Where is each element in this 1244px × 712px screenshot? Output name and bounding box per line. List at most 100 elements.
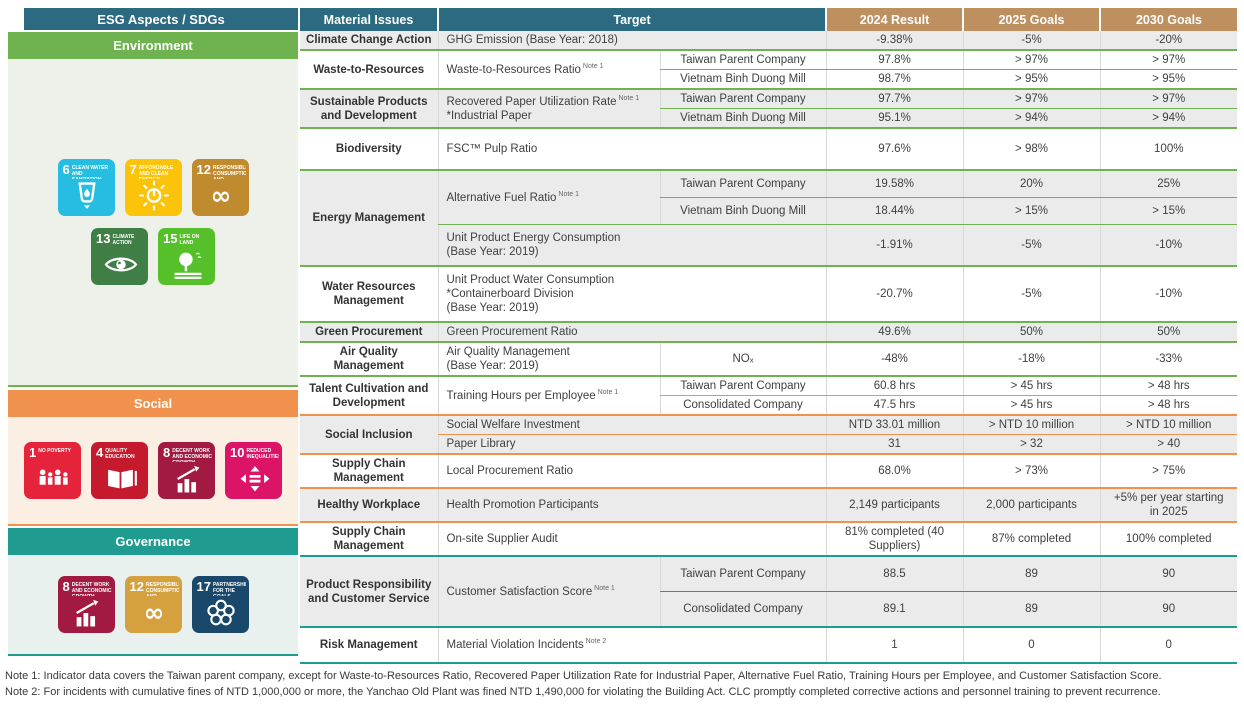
- target-line: Material Violation Incidents Note 2: [446, 638, 607, 652]
- sdg-icon-header: 13 Climate Action: [96, 232, 145, 248]
- target-scope-cell: Consolidated Company: [659, 395, 826, 417]
- table-row: Talent Cultivation and Development Traini…: [300, 376, 1237, 417]
- sdg-icon-header: 1 No Poverty: [29, 446, 78, 462]
- result-cell-2030: > 40: [1099, 434, 1237, 456]
- target-cell: Local Procurement Ratio: [437, 454, 826, 490]
- target-line: (Base Year: 2019): [446, 246, 539, 259]
- sdg-icon-header: 15 Life on Land: [163, 232, 212, 248]
- esg-table-area: Material Issues Target 2024 Result 2025 Goa…: [300, 8, 1237, 665]
- sdg-title: Responsible Consumption and Production: [145, 582, 179, 596]
- target-scope-cell: Taiwan Parent Company: [659, 170, 826, 199]
- result-cell-2030: -10%: [1099, 224, 1237, 268]
- sdg-7-icon: 7Affordable and Clean Energy: [124, 159, 182, 216]
- target-cell: Training Hours per Employee Note 1: [437, 376, 660, 417]
- table-row: Consolidated Company 89.1 89 90: [300, 591, 1237, 629]
- sdg-title: No Poverty: [38, 448, 72, 454]
- table-row: Supply Chain Management On-site Supplier …: [300, 522, 1237, 558]
- esg-goals-page: ESG Aspects / SDGs Environment 6 Clean Wat…: [8, 8, 1237, 665]
- material-issue-cell: Risk Management: [300, 627, 438, 665]
- footnotes: Note 1: Indicator data covers the Taiwan…: [0, 664, 1244, 701]
- target-line: Paper Library: [446, 438, 516, 451]
- target-scope-cell: Vietnam Binh Duong Mill: [659, 108, 826, 130]
- target-scope-cell: NOₓ: [659, 342, 826, 378]
- sdg-title: Partnerships for the Goals: [212, 582, 246, 596]
- result-cell-2024: 18.44%: [825, 197, 963, 226]
- target-cell: Paper Library: [437, 434, 826, 456]
- result-cell-2030: > NTD 10 million: [1099, 415, 1237, 436]
- result-cell-2024: 31: [825, 434, 963, 456]
- section-panel-governance: 8Decent Work and Economic Growth 12Respon…: [8, 555, 298, 656]
- sdg-icon-header: 4 Quality Education: [96, 446, 145, 462]
- section-panel-social: 1 No Poverty 4 Quality Education 8 Decent Wor…: [8, 417, 298, 526]
- sdg-6-icon: 6Clean Water and Sanitation: [57, 159, 115, 216]
- material-issue-cell: Healthy Workplace: [300, 488, 438, 524]
- result-cell-2030: > 95%: [1099, 69, 1237, 91]
- result-cell-2024: 60.8 hrs: [825, 376, 963, 397]
- result-cell-2030: 25%: [1099, 170, 1237, 199]
- table-row: Supply Chain Management Local Procurement…: [300, 454, 1237, 490]
- note-reference: Note 2: [583, 638, 607, 646]
- target-line: Health Promotion Participants: [446, 499, 599, 512]
- footnote-label: Note 1:: [5, 670, 44, 683]
- sdg-title: Responsible Consumption and Production: [212, 165, 246, 179]
- target-cell: Unit Product Energy Consumption (Base Yea…: [437, 224, 826, 268]
- table-row: Sustainable Products and Development Reco…: [300, 89, 1237, 130]
- material-issue-cell: Social Inclusion: [300, 415, 438, 456]
- table-row: Vietnam Binh Duong Mill 18.44% > 15% > 15%: [300, 197, 1237, 226]
- note-reference: Note 1: [592, 585, 615, 593]
- table-row: Climate Change Action GHG Emission (Base …: [300, 31, 1237, 52]
- result-cell-2030: 90: [1099, 556, 1237, 593]
- result-cell-2025: > 73%: [962, 454, 1100, 490]
- sdg-number: 1: [29, 446, 37, 460]
- footnote: Note 2: For incidents with cumulative fi…: [5, 685, 1240, 701]
- sdg-icon-header: 10 Reduced Inequalities: [230, 446, 279, 462]
- table-row: Water Resources Management Unit Product W…: [300, 266, 1237, 324]
- section-panel-environment: 6Clean Water and Sanitation 7Affordable a…: [8, 59, 298, 387]
- growth-chart-icon: [63, 596, 112, 629]
- circles-ring-icon: [197, 596, 246, 629]
- target-cell: Waste-to-Resources Ratio Note 1: [437, 50, 660, 91]
- note-reference: Note 1: [580, 62, 604, 70]
- material-issue-cell: Sustainable Products and Development: [300, 89, 438, 130]
- target-scope-cell: Taiwan Parent Company: [659, 376, 826, 397]
- section-band-environment: Environment: [8, 32, 298, 59]
- table-row: Product Responsibility and Customer Serv…: [300, 556, 1237, 629]
- material-issue-cell: Green Procurement: [300, 322, 438, 344]
- target-scope-cell: Consolidated Company: [659, 591, 826, 629]
- result-cell-2024: 97.7%: [825, 89, 963, 110]
- result-cell-2030: 100% completed: [1099, 522, 1237, 558]
- result-cell-2024: 1: [825, 627, 963, 665]
- result-cell-2024: 89.1: [825, 591, 963, 629]
- sdg-title: Clean Water and Sanitation: [71, 165, 109, 179]
- result-cell-2025: > 97%: [962, 50, 1100, 71]
- target-line: *Containerboard Division: [446, 288, 574, 301]
- result-cell-2024: 97.6%: [825, 128, 963, 172]
- result-cell-2030: 100%: [1099, 128, 1237, 172]
- table-row: Unit Product Energy Consumption (Base Yea…: [300, 224, 1237, 268]
- svg-text:∞: ∞: [211, 181, 232, 210]
- table-row: Paper Library 31 > 32 > 40: [300, 434, 1237, 456]
- result-cell-2030: > 48 hrs: [1099, 376, 1237, 397]
- result-cell-2030: -33%: [1099, 342, 1237, 378]
- target-cell: Recovered Paper Utilization Rate Note 1 *…: [437, 89, 660, 130]
- target-cell: Health Promotion Participants: [437, 488, 826, 524]
- target-line: GHG Emission (Base Year: 2018): [446, 34, 618, 46]
- result-cell-2024: -20.7%: [825, 266, 963, 324]
- sdg-15-icon: 15 Life on Land: [158, 228, 215, 285]
- sdg-icon-header: 12Responsible Consumption and Production: [130, 580, 179, 596]
- target-line: (Base Year: 2019): [446, 360, 539, 373]
- target-cell: Social Welfare Investment: [437, 415, 826, 436]
- result-cell-2024: 47.5 hrs: [825, 395, 963, 417]
- result-cell-2024: 95.1%: [825, 108, 963, 130]
- result-cell-2024: NTD 33.01 million: [825, 415, 963, 436]
- sdg-sections: Environment 6Clean Water and Sanitation 7A…: [8, 32, 298, 656]
- sdg-icon-row: 6Clean Water and Sanitation 7Affordable a…: [8, 159, 298, 216]
- esg-aspects-panel: ESG Aspects / SDGs Environment 6 Clean Wat…: [8, 8, 298, 664]
- sdg-number: 8: [163, 446, 171, 460]
- result-cell-2025: 50%: [962, 322, 1100, 344]
- target-line: Recovered Paper Utilization Rate Note 1: [446, 94, 640, 108]
- result-cell-2030: > 75%: [1099, 454, 1237, 490]
- sdg-number: 8: [62, 580, 70, 594]
- sdg-number: 17: [196, 580, 211, 594]
- sdg-icon-header: 8Decent Work and Economic Growth: [63, 580, 112, 596]
